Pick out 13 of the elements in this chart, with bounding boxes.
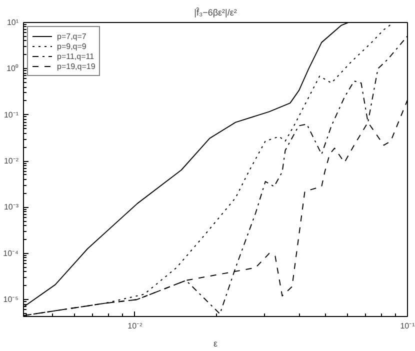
y-tick-label: 10⁰ bbox=[6, 64, 19, 74]
y-tick-label: 10⁻³ bbox=[4, 202, 19, 212]
legend-label: p=19,q=19 bbox=[57, 61, 96, 71]
y-tick-label: 10¹ bbox=[6, 18, 19, 27]
legend-label: p=9,q=9 bbox=[57, 41, 86, 51]
x-axis-title: ε bbox=[213, 338, 218, 348]
y-tick-label: 10⁻² bbox=[4, 156, 19, 166]
y-tick-label: 10⁻⁴ bbox=[3, 248, 20, 258]
legend-label: p=7,q=7 bbox=[57, 31, 86, 41]
y-tick-label: 10⁻⁵ bbox=[3, 295, 19, 304]
chart-title: |f̂₃−6βε²|/ε² bbox=[194, 7, 237, 18]
legend-label: p=11,q=11 bbox=[57, 51, 94, 61]
y-tick-label: 10⁻¹ bbox=[4, 110, 19, 120]
